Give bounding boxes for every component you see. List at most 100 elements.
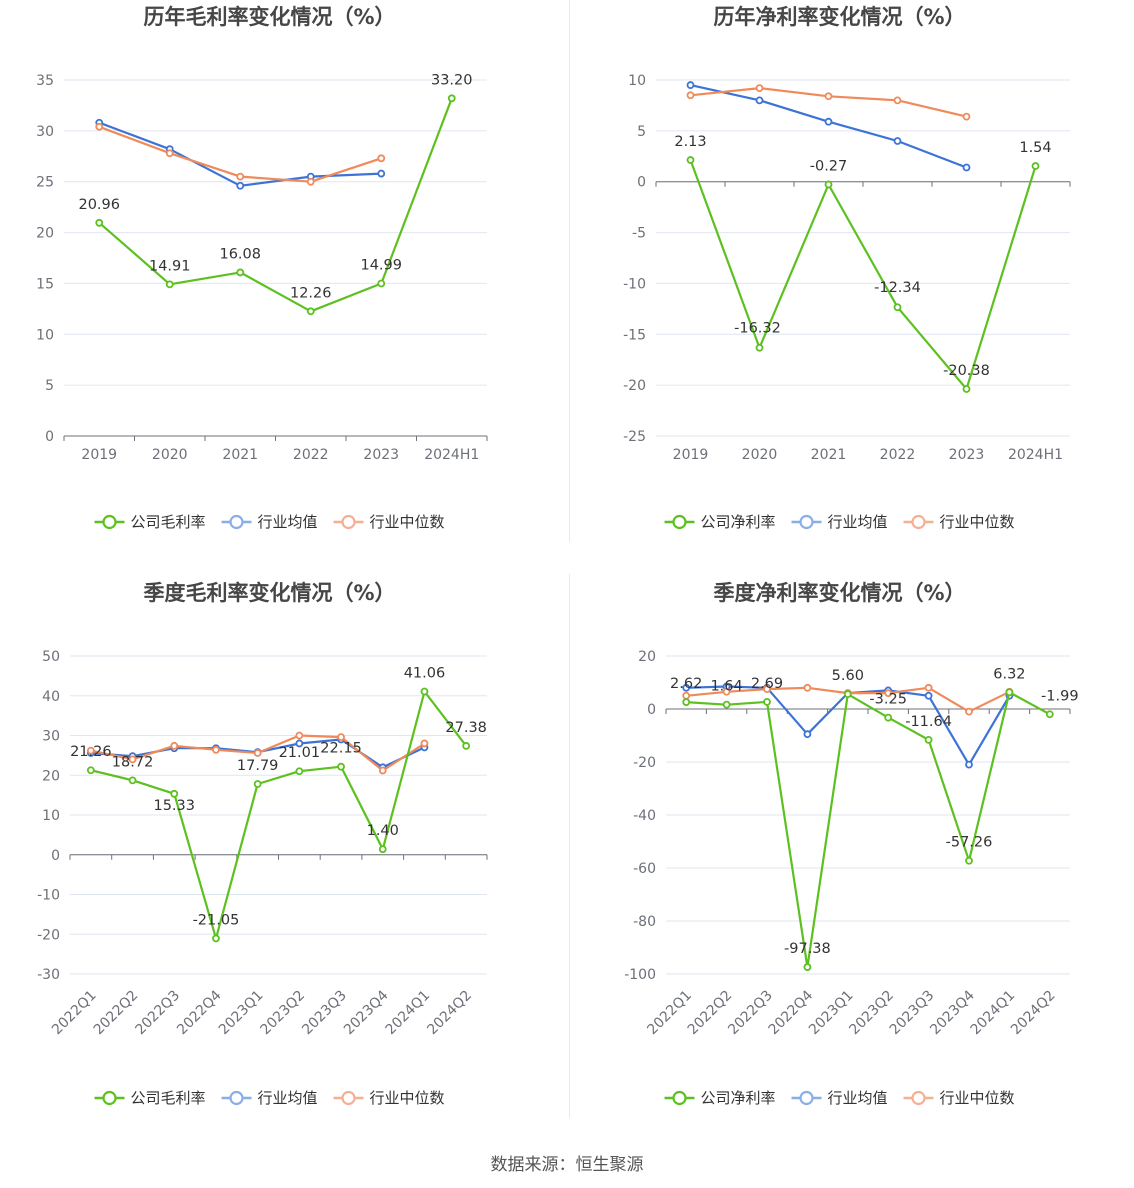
y-tick-label: 10	[628, 73, 646, 89]
y-tick-label: 10	[36, 327, 54, 343]
x-tick-label: 2024H1	[1008, 447, 1063, 463]
x-tick-label: 2022Q4	[174, 987, 225, 1038]
data-label: -21.05	[193, 912, 240, 928]
data-point-median	[824, 92, 833, 101]
data-point-avg	[682, 683, 691, 692]
legend-item: 行业均值	[221, 1089, 318, 1107]
data-point-company	[962, 385, 971, 393]
x-tick-label: 2023Q1	[216, 988, 267, 1039]
legend-label: 行业中位数	[940, 513, 1015, 531]
x-tick-label: 2024Q2	[424, 988, 475, 1039]
quarter-gross-chart: 季度毛利率变化情况（%） -30 -20 -10 0 10 20 30 40 50 2022Q1 20…	[0, 576, 567, 1152]
chart-title: 历年净利率变化情况（%）	[713, 5, 965, 29]
data-point-avg	[686, 81, 695, 89]
data-point-company	[722, 700, 731, 709]
data-label: -20.38	[943, 363, 990, 379]
legend-marker	[911, 514, 926, 530]
x-tick-label: 2023Q2	[258, 988, 309, 1039]
data-point-avg	[965, 760, 973, 769]
chart-title: 历年毛利率变化情况（%）	[143, 5, 395, 29]
data-point-median	[95, 122, 104, 131]
y-tick-label: 20	[638, 649, 656, 665]
data-label: 21.26	[70, 744, 112, 760]
x-tick-label: 2024Q1	[383, 988, 434, 1039]
legend-label: 公司净利率	[701, 513, 776, 531]
data-label: 18.72	[112, 754, 154, 770]
data-point-company	[1031, 162, 1040, 170]
data-point-avg	[295, 739, 304, 748]
y-tick-label: 5	[637, 124, 646, 140]
y-tick-label: -15	[623, 327, 646, 343]
data-source-note: 数据来源：恒生聚源	[490, 1155, 644, 1175]
annual-gross-svg: 历年毛利率变化情况（%） 0 5 10 15 20 25 30 35 2019 2020 2021 20…	[36, 5, 488, 531]
y-tick-label: -20	[623, 378, 646, 394]
legend-marker	[102, 1090, 117, 1106]
data-point-median	[377, 154, 386, 163]
y-tick-label: -100	[624, 967, 656, 983]
series-line-company	[686, 691, 1051, 969]
x-tick-label: 2023	[363, 447, 399, 463]
quarter-net-svg: 季度净利率变化情况（%）-100-80-60-40-200202022Q1202…	[624, 581, 1078, 1107]
data-point-company	[682, 698, 691, 706]
data-point-company	[253, 780, 262, 788]
data-point-median	[763, 685, 771, 694]
annual-gross-chart: 历年毛利率变化情况（%） 0 5 10 15 20 25 30 35 2019 2020 2021 20…	[0, 0, 567, 576]
y-tick-label: -40	[633, 808, 656, 824]
y-tick-label: 10	[42, 808, 60, 824]
data-point-company	[128, 776, 137, 785]
data-point-median	[306, 177, 315, 186]
x-tick-label: 2024H1	[424, 447, 479, 463]
data-point-median	[378, 766, 387, 775]
y-tick-label: 30	[36, 124, 54, 140]
x-tick-label: 2022Q3	[132, 988, 183, 1039]
legend-item: 行业均值	[791, 513, 888, 531]
data-point-company	[212, 934, 220, 943]
data-point-avg	[803, 730, 812, 739]
y-tick-label: 50	[42, 649, 60, 665]
data-point-median	[962, 112, 971, 121]
data-label: -12.34	[874, 280, 921, 296]
data-point-company	[295, 767, 304, 776]
data-point-median	[965, 707, 973, 716]
data-label: -11.64	[905, 714, 952, 730]
data-point-company	[893, 303, 902, 312]
x-tick-label: 2019	[81, 447, 117, 463]
data-point-company	[965, 856, 973, 865]
x-tick-label: 2024Q2	[1008, 988, 1059, 1039]
data-label: -16.32	[734, 321, 781, 337]
y-tick-label: 0	[51, 848, 60, 864]
data-label: 14.91	[149, 258, 191, 274]
data-point-median	[128, 755, 137, 764]
legend-item: 行业均值	[791, 1089, 888, 1107]
data-label: 1.40	[367, 823, 399, 839]
data-point-company	[884, 713, 893, 722]
legend-item: 公司毛利率	[94, 513, 206, 531]
y-tick-label: 25	[36, 175, 54, 191]
legend-item: 行业中位数	[903, 513, 1015, 531]
data-point-median	[893, 96, 902, 105]
data-label: 17.79	[237, 758, 279, 774]
y-tick-label: 0	[45, 429, 54, 445]
x-tick-label: 2022Q2	[91, 988, 142, 1039]
legend-marker	[911, 1090, 926, 1106]
y-tick-label: -80	[633, 914, 656, 930]
legend-label: 行业中位数	[940, 1089, 1015, 1107]
data-point-median	[924, 683, 933, 692]
y-tick-label: -20	[37, 927, 60, 943]
data-point-company	[236, 268, 245, 277]
legend-label: 行业均值	[258, 513, 318, 531]
data-point-median	[253, 749, 262, 757]
data-point-median	[337, 733, 345, 741]
legend-label: 行业中位数	[370, 1089, 445, 1107]
data-label: -3.25	[869, 692, 907, 708]
y-tick-label: -5	[632, 226, 646, 242]
data-point-company	[1045, 710, 1054, 719]
data-point-company	[377, 279, 386, 288]
data-point-median	[722, 687, 731, 696]
data-point-company	[420, 687, 429, 696]
legend-label: 行业均值	[828, 513, 888, 531]
data-label: -0.27	[810, 158, 848, 174]
divider-top	[569, 0, 570, 542]
data-point-median	[170, 741, 179, 750]
data-label: 22.15	[320, 741, 362, 757]
